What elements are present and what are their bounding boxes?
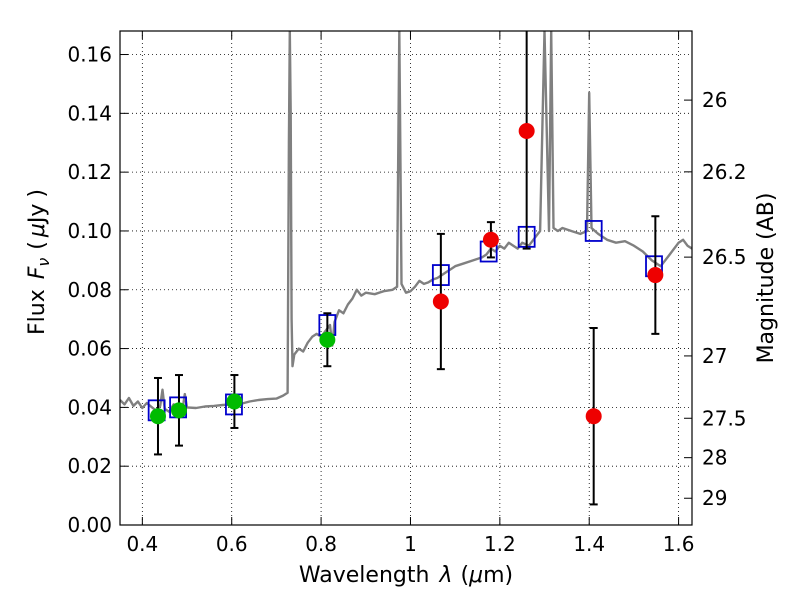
- x-tick-label: 1: [404, 532, 417, 556]
- axis-ticks: 0.4 0.6 0.8 1 1.2 1.4 1.6 0.00 0.02 0.04 0.06 0.08 0…: [67, 31, 747, 556]
- y-axis-label: FluxFν(μJy): [25, 189, 53, 335]
- y-tick-label: 0.08: [67, 278, 112, 302]
- series-layer: [147, 31, 664, 506]
- x-tick-label: 1.6: [663, 532, 695, 556]
- y2-tick-label: 28: [702, 446, 727, 470]
- plot-frame: [119, 30, 693, 526]
- y2-tick-label: 26.5: [702, 245, 747, 269]
- y2-axis-label: Magnitude (AB): [754, 193, 779, 364]
- y-tick-label: 0.00: [67, 513, 112, 537]
- red-data-point: [585, 408, 602, 425]
- y-tick-label: 0.02: [67, 454, 112, 478]
- green-data-point: [319, 331, 336, 348]
- y-tick-label: 0.06: [67, 337, 112, 361]
- red-data-point: [647, 267, 664, 284]
- y2-tick-label: 29: [702, 486, 727, 510]
- green-data-point: [149, 408, 166, 425]
- y2-tick-label: 26: [702, 88, 727, 112]
- red-data-point: [432, 293, 449, 310]
- x-axis-label: Wavelength λ (μm): [299, 563, 513, 588]
- y-tick-label: 0.10: [67, 219, 112, 243]
- y2-tick-label: 26.2: [702, 160, 747, 184]
- red-data-point: [518, 122, 535, 139]
- green-data-point: [170, 402, 187, 419]
- spectrum-layer: [120, 31, 692, 413]
- green-data-point: [226, 393, 243, 410]
- y2-tick-label: 27: [702, 344, 727, 368]
- x-tick-label: 0.4: [126, 532, 158, 556]
- x-tick-label: 1.2: [484, 532, 516, 556]
- spectrum-line: [120, 31, 692, 413]
- x-tick-label: 0.8: [305, 532, 337, 556]
- x-tick-label: 1.4: [573, 532, 605, 556]
- red-data-point: [482, 231, 499, 248]
- y-tick-label: 0.16: [67, 43, 112, 67]
- y-tick-label: 0.04: [67, 395, 112, 419]
- model-square-marker: [584, 220, 603, 242]
- y2-tick-label: 27.5: [702, 406, 747, 430]
- x-tick-label: 0.6: [216, 532, 248, 556]
- y-tick-label: 0.14: [67, 101, 112, 125]
- y-tick-label: 0.12: [67, 160, 112, 184]
